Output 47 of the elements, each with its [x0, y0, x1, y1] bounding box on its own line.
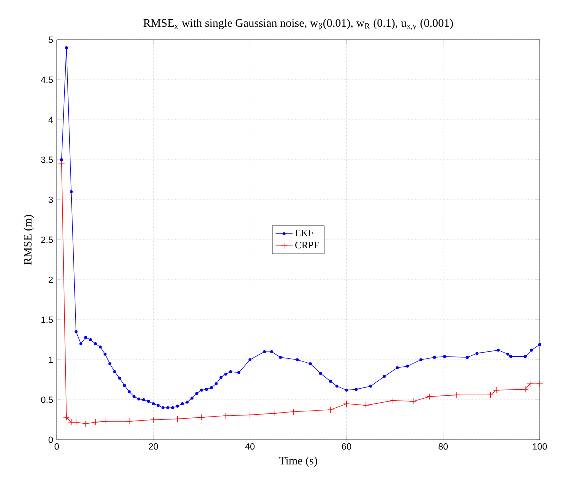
- x-tick-label: 40: [245, 444, 255, 450]
- x-tick-label: 0: [54, 444, 60, 450]
- x-axis-title: Time (s): [279, 456, 318, 468]
- legend-label: CRPF: [296, 242, 320, 249]
- y-tick-label: 0: [48, 436, 54, 444]
- point: [390, 398, 396, 404]
- x-tick-label: 20: [149, 444, 158, 450]
- point: [150, 416, 157, 424]
- point: [536, 380, 544, 388]
- point: [58, 160, 66, 168]
- point: [271, 410, 278, 417]
- point: [487, 392, 494, 398]
- point: [328, 406, 334, 414]
- point: [527, 380, 534, 388]
- x-tick-label: 100: [533, 444, 548, 450]
- y-tick-label: 1.5: [42, 316, 54, 324]
- y-tick-label: 2.5: [41, 236, 54, 244]
- y-axis-title: RMSE (m): [24, 215, 34, 265]
- point: [102, 418, 109, 425]
- point: [493, 387, 500, 394]
- point: [174, 416, 182, 422]
- point: [522, 386, 529, 393]
- x-tick-label: 80: [438, 444, 448, 450]
- y-tick-label: 1: [49, 356, 54, 364]
- point: [344, 400, 350, 408]
- point: [73, 419, 80, 426]
- point: [362, 402, 370, 409]
- point: [454, 392, 460, 398]
- x-tick-label: 60: [342, 444, 352, 450]
- y-tick-label: 0.5: [41, 396, 54, 404]
- point: [290, 408, 297, 416]
- point: [82, 420, 90, 428]
- y-tick-label: 5: [48, 36, 54, 44]
- y-tick-label: 4: [48, 116, 54, 124]
- y-tick-label: 3: [48, 196, 54, 204]
- point: [222, 412, 230, 420]
- chart-title: RMSE$_{x}$ with single Gaussian noise, w$_{β}$(0.01), w$_{R}$ (0.1), u$_{x,y}$ (0.001): [144, 19, 454, 31]
- point: [198, 414, 206, 421]
- point: [426, 394, 434, 400]
- y-tick-label: 4.5: [41, 76, 54, 84]
- point: [92, 419, 99, 426]
- y-tick-label: 3.5: [41, 156, 54, 164]
- legend-label: EKF: [295, 230, 314, 236]
- point: [410, 398, 417, 405]
- point: [126, 418, 133, 425]
- point: [246, 412, 254, 418]
- y-tick-label: 2: [48, 276, 54, 284]
